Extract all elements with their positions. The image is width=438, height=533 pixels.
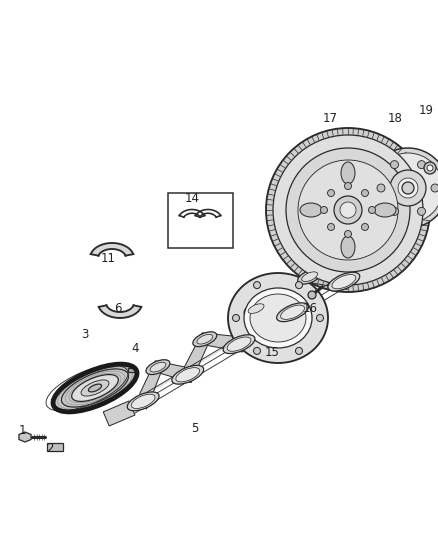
Ellipse shape (146, 360, 170, 375)
Ellipse shape (248, 304, 264, 313)
Ellipse shape (72, 375, 118, 401)
Circle shape (298, 160, 398, 260)
Text: 17: 17 (322, 111, 338, 125)
Text: 5: 5 (191, 422, 199, 434)
Text: 18: 18 (388, 111, 403, 125)
Circle shape (417, 207, 425, 215)
Circle shape (286, 148, 410, 272)
Circle shape (431, 184, 438, 192)
Circle shape (377, 184, 385, 192)
Ellipse shape (88, 384, 102, 392)
Text: 19: 19 (418, 103, 434, 117)
Ellipse shape (374, 203, 396, 217)
Text: 11: 11 (100, 252, 116, 264)
Text: 1: 1 (18, 424, 26, 437)
Circle shape (266, 128, 430, 292)
Circle shape (368, 206, 375, 214)
Bar (47, 443, 63, 451)
Ellipse shape (193, 332, 217, 346)
Text: 6: 6 (114, 302, 122, 314)
Ellipse shape (228, 273, 328, 363)
Ellipse shape (250, 294, 306, 342)
Polygon shape (19, 432, 31, 442)
Circle shape (390, 170, 426, 206)
Ellipse shape (176, 368, 200, 382)
Circle shape (317, 314, 324, 321)
Polygon shape (289, 270, 312, 320)
Ellipse shape (302, 272, 318, 281)
Ellipse shape (277, 303, 308, 321)
Text: 16: 16 (303, 302, 318, 314)
Circle shape (417, 160, 425, 168)
Circle shape (361, 190, 368, 197)
Ellipse shape (197, 334, 213, 344)
Circle shape (308, 291, 316, 299)
Ellipse shape (150, 362, 166, 372)
Circle shape (273, 135, 423, 285)
Text: 15: 15 (265, 346, 279, 359)
Ellipse shape (298, 269, 321, 284)
Circle shape (345, 182, 352, 190)
Circle shape (321, 206, 328, 214)
Ellipse shape (127, 392, 159, 411)
Circle shape (328, 223, 335, 230)
Circle shape (391, 207, 399, 215)
Ellipse shape (341, 236, 355, 258)
Ellipse shape (281, 305, 304, 319)
Text: 14: 14 (184, 191, 199, 205)
Ellipse shape (223, 335, 255, 353)
Circle shape (427, 165, 433, 171)
Polygon shape (140, 361, 161, 409)
Polygon shape (91, 243, 133, 256)
Circle shape (334, 196, 362, 224)
Polygon shape (307, 270, 347, 289)
Ellipse shape (300, 203, 322, 217)
Polygon shape (99, 305, 141, 318)
Circle shape (368, 148, 438, 228)
Polygon shape (202, 333, 242, 352)
Circle shape (254, 281, 261, 288)
Ellipse shape (131, 394, 155, 408)
Bar (167, 192, 233, 247)
Ellipse shape (328, 272, 360, 291)
Ellipse shape (244, 288, 312, 348)
Circle shape (296, 281, 303, 288)
Text: 2: 2 (46, 441, 54, 455)
Ellipse shape (172, 365, 204, 384)
Ellipse shape (332, 274, 356, 289)
Circle shape (345, 230, 352, 238)
Circle shape (373, 153, 438, 223)
Bar (128, 368, 136, 372)
Text: 3: 3 (81, 328, 88, 342)
Ellipse shape (244, 301, 268, 316)
Circle shape (391, 160, 399, 168)
Polygon shape (236, 302, 259, 352)
Circle shape (402, 182, 414, 194)
Ellipse shape (227, 337, 251, 351)
Circle shape (254, 348, 261, 354)
Circle shape (361, 223, 368, 230)
Polygon shape (184, 333, 208, 383)
Circle shape (424, 162, 436, 174)
Polygon shape (254, 302, 296, 320)
Circle shape (398, 178, 418, 198)
Ellipse shape (81, 380, 109, 396)
Ellipse shape (341, 162, 355, 184)
Circle shape (296, 348, 303, 354)
Polygon shape (155, 361, 191, 383)
Ellipse shape (53, 364, 137, 412)
Circle shape (233, 314, 240, 321)
Text: 4: 4 (131, 342, 139, 354)
Circle shape (328, 190, 335, 197)
Circle shape (340, 202, 356, 218)
Polygon shape (103, 401, 135, 426)
